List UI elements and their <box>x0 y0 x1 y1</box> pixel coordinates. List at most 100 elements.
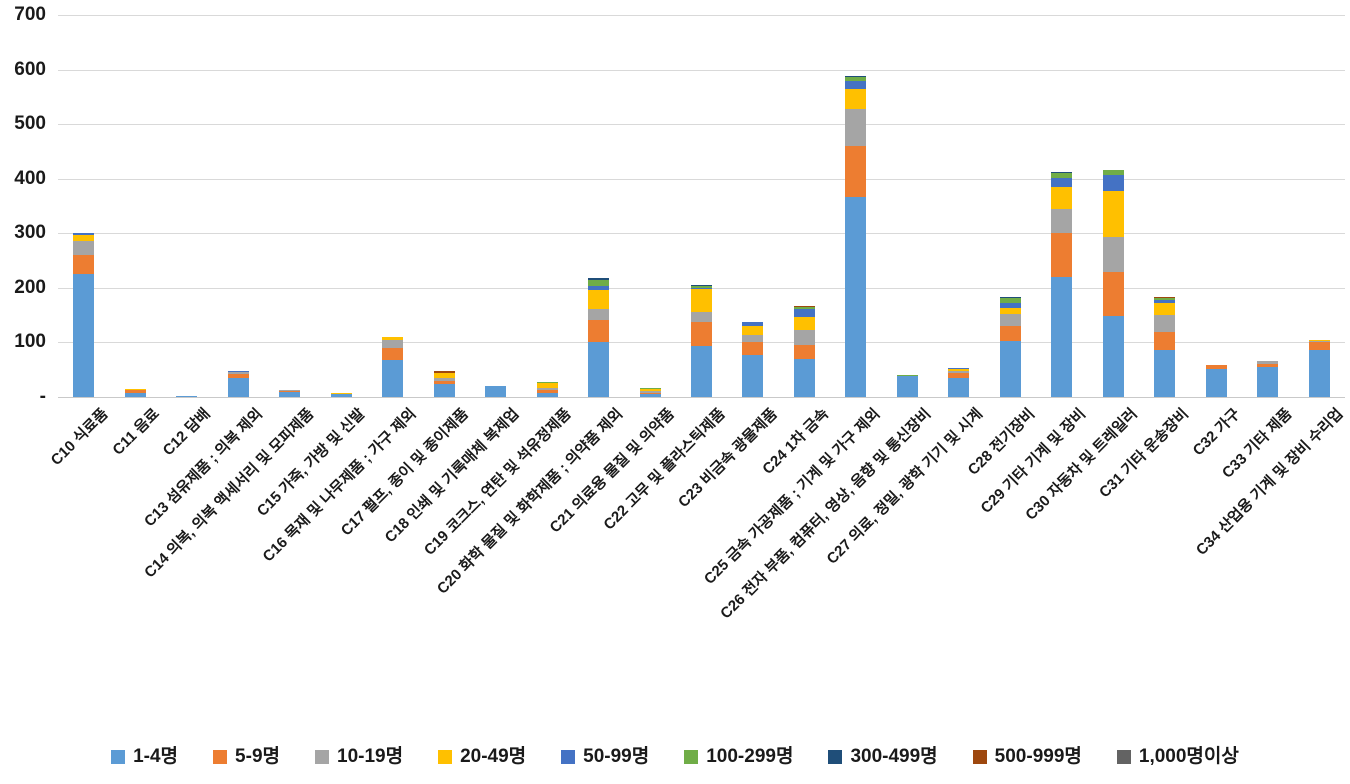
bar-stack <box>1102 170 1124 397</box>
bar-stack <box>1154 296 1176 397</box>
bar-stack <box>793 305 815 397</box>
bar-segment <box>691 286 712 288</box>
bar-segment <box>382 340 404 348</box>
bar-segment <box>639 392 661 395</box>
bar-segment <box>896 374 918 376</box>
legend-item: 50-99명 <box>561 747 649 767</box>
legend-label: 1,000명이상 <box>1138 746 1239 767</box>
bar-segment <box>896 375 918 377</box>
bar-stack <box>227 371 249 397</box>
x-axis-label: C31 기타 운송장비 <box>1096 405 1193 502</box>
gridline <box>58 69 1345 71</box>
bar-stack <box>588 278 610 397</box>
bar-segment <box>845 89 867 110</box>
bar-segment <box>433 377 455 381</box>
bar-segment <box>433 380 455 385</box>
bar-segment <box>691 312 712 323</box>
legend-item: 10-19명 <box>315 747 403 767</box>
y-axis-tick-label: 400 <box>14 167 46 189</box>
bar-segment <box>588 286 610 290</box>
bar-segment <box>793 317 815 330</box>
legend-swatch <box>111 750 126 764</box>
bar-segment <box>639 394 661 397</box>
bar-stack <box>382 337 404 397</box>
bar-stack <box>1257 361 1279 397</box>
bar-segment <box>536 381 558 383</box>
x-axis-line <box>58 397 1345 398</box>
legend-item: 100-299명 <box>684 747 793 767</box>
bar-segment <box>845 196 867 397</box>
legend-swatch <box>561 750 576 764</box>
bar-segment <box>1154 349 1176 397</box>
y-axis-tick-label: 200 <box>14 276 46 298</box>
bar-segment <box>1051 186 1073 210</box>
bar-segment <box>793 329 815 345</box>
bar-segment <box>1051 177 1073 187</box>
x-axis-label: C20 화학 물질 및 화학제품 ; 의약품 제외 <box>433 405 626 598</box>
bar-segment <box>896 376 918 397</box>
bar-segment <box>948 371 970 373</box>
bar-segment <box>691 288 712 313</box>
bar-stack <box>73 232 95 397</box>
bar-segment <box>845 145 867 197</box>
bar-segment <box>999 297 1021 303</box>
bar-segment <box>1154 332 1176 350</box>
legend-label: 300-499명 <box>850 746 938 767</box>
legend-label: 5-9명 <box>235 746 280 767</box>
bar-segment <box>1102 315 1124 397</box>
bar-segment <box>433 384 455 397</box>
bar-segment <box>999 325 1021 341</box>
bar-segment <box>1102 271 1124 316</box>
bar-segment <box>176 396 198 397</box>
bar-segment <box>691 287 712 289</box>
bar-segment <box>845 109 867 146</box>
bar-segment <box>793 344 815 360</box>
bar-stack <box>1205 364 1227 397</box>
legend-item: 500-999명 <box>972 746 1082 767</box>
legend-item: 5-9명 <box>213 747 280 767</box>
bar-segment <box>948 368 970 372</box>
y-axis-tick-label: 600 <box>14 58 46 80</box>
bar-segment <box>639 388 661 389</box>
bar-segment <box>691 285 712 287</box>
bar-segment <box>999 313 1021 326</box>
legend-item: 20-49명 <box>438 747 526 767</box>
bar-segment <box>742 341 764 355</box>
bar-segment <box>1257 366 1279 397</box>
gridline <box>58 124 1345 126</box>
bar-segment <box>1154 298 1176 301</box>
bar-segment <box>639 391 661 393</box>
bar-segment <box>1102 170 1124 176</box>
y-axis-tick-label: 300 <box>14 222 46 244</box>
legend-label: 500-999명 <box>994 746 1082 767</box>
legend-label: 50-99명 <box>583 746 650 767</box>
legend-label: 100-299명 <box>706 746 794 767</box>
bar-segment <box>382 337 404 341</box>
legend-swatch <box>1116 750 1131 764</box>
bar-stack <box>845 75 867 397</box>
legend-label: 20-49명 <box>460 746 527 767</box>
bar-segment <box>742 325 764 335</box>
bar-segment <box>433 373 455 378</box>
bar-stack <box>691 285 712 397</box>
bar-stack <box>639 388 661 397</box>
bar-segment <box>433 371 455 373</box>
bar-segment <box>1154 302 1176 316</box>
bar-stack <box>948 367 970 397</box>
bar-stack <box>279 389 301 397</box>
bar-segment <box>948 367 970 369</box>
bar-segment <box>536 393 558 397</box>
legend-item: 1,000명이상 <box>1116 746 1239 767</box>
bar-segment <box>227 371 249 375</box>
bar-segment <box>536 382 558 384</box>
bar-segment <box>1051 232 1073 277</box>
y-axis-tick-label: 700 <box>14 4 46 25</box>
bar-segment <box>382 347 404 360</box>
bar-segment <box>1154 315 1176 333</box>
bar-segment <box>279 391 301 393</box>
bar-stack <box>1051 171 1073 397</box>
bar-segment <box>793 359 815 397</box>
legend-swatch <box>213 750 228 764</box>
bar-segment <box>1257 361 1279 365</box>
